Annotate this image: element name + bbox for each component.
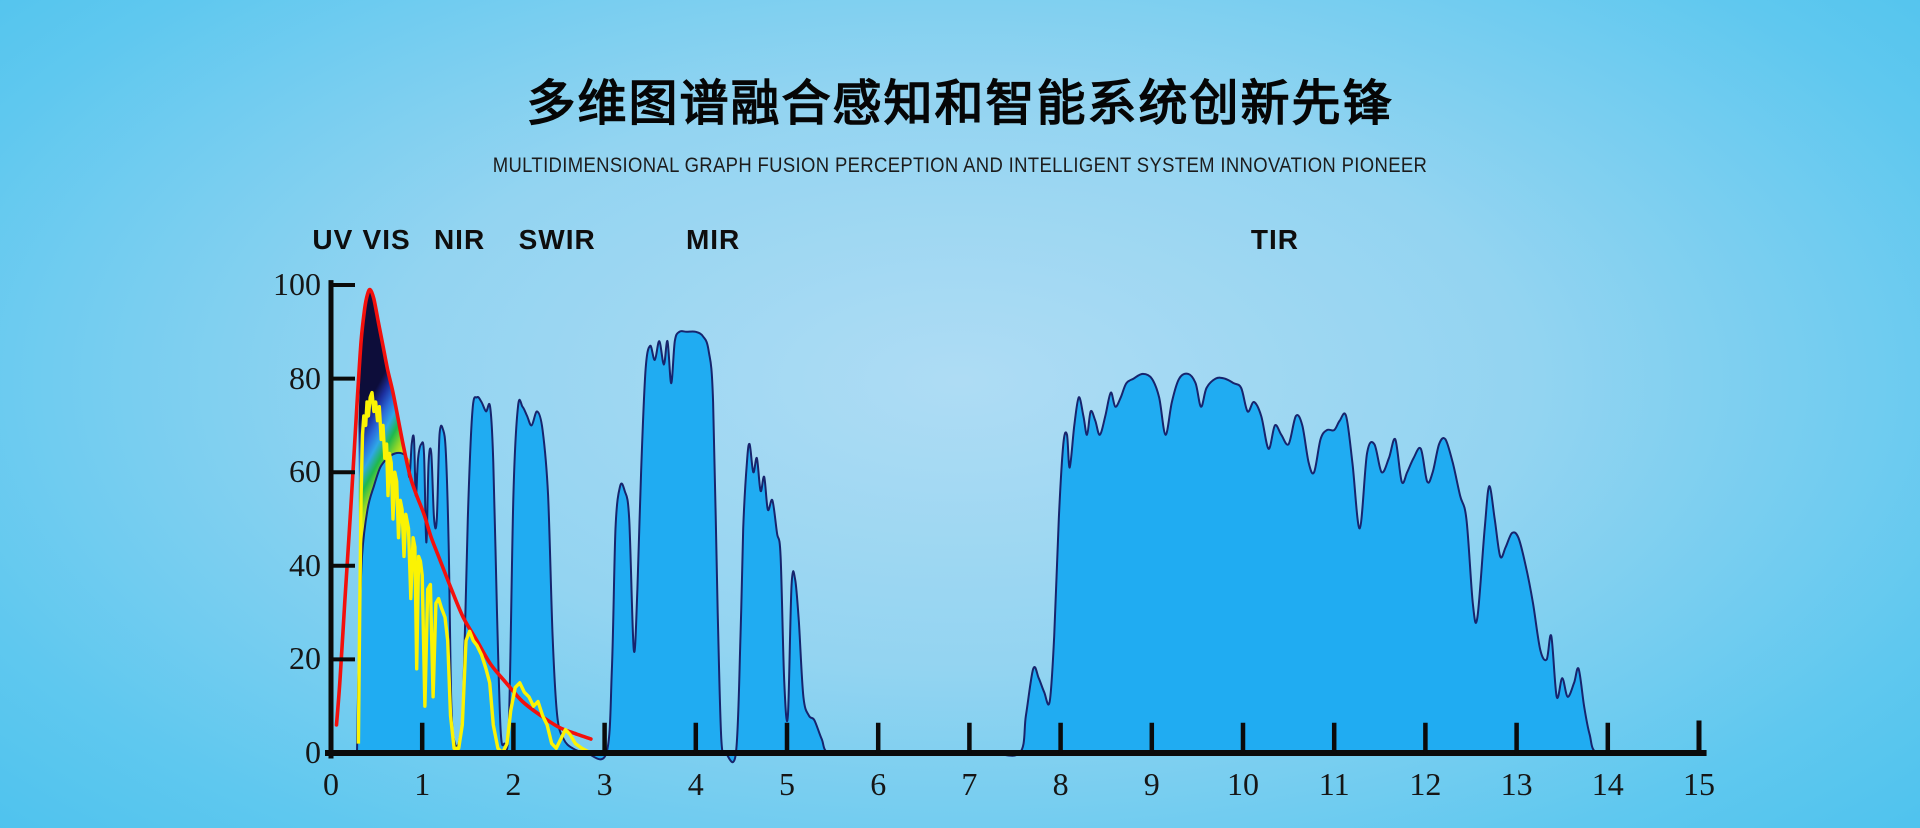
- x-tick-label: 8: [1052, 766, 1069, 802]
- x-tick-label: 0: [323, 766, 339, 802]
- x-tick-label: 12: [1409, 766, 1442, 802]
- x-tick-label: 4: [687, 766, 704, 802]
- blackbody-curve: [334, 287, 593, 741]
- band-label-nir: NIR: [433, 224, 486, 255]
- x-tick-label: 9: [1143, 766, 1160, 802]
- x-tick-label: 6: [870, 766, 887, 802]
- x-tick-label: 5: [779, 766, 795, 802]
- y-tick-label: 0: [305, 734, 321, 770]
- solar-spectrum-curve: [356, 390, 592, 755]
- x-tick-label: 1: [414, 766, 431, 802]
- band-label-uv: UV: [312, 224, 354, 255]
- x-tick-label: 7: [961, 766, 978, 802]
- band-label-tir: TIR: [1250, 224, 1299, 255]
- page-subtitle: MULTIDIMENSIONAL GRAPH FUSION PERCEPTION…: [492, 154, 1428, 177]
- axes: [325, 280, 1707, 759]
- x-tick-label: 15: [1683, 766, 1715, 802]
- x-tick-label: 10: [1227, 766, 1259, 802]
- y-tick-label: 80: [289, 359, 321, 396]
- y-tick-label: 20: [289, 640, 321, 677]
- y-tick-label: 100: [273, 266, 321, 302]
- band-label-swir: SWIR: [518, 224, 596, 255]
- y-tick-label: 60: [289, 453, 321, 490]
- x-tick-label: 2: [505, 766, 522, 802]
- band-label-vis: VIS: [362, 224, 411, 255]
- x-tick-label: 14: [1591, 766, 1624, 802]
- page-title: 多维图谱融合感知和智能系统创新先锋: [526, 77, 1394, 131]
- x-tick-label: 11: [1318, 766, 1350, 802]
- y-tick-label: 40: [289, 546, 321, 583]
- x-tick-label: 13: [1500, 766, 1533, 802]
- atmospheric-transmission-area: [356, 330, 1701, 764]
- band-label-mir: MIR: [685, 224, 741, 255]
- x-tick-label: 3: [596, 766, 613, 802]
